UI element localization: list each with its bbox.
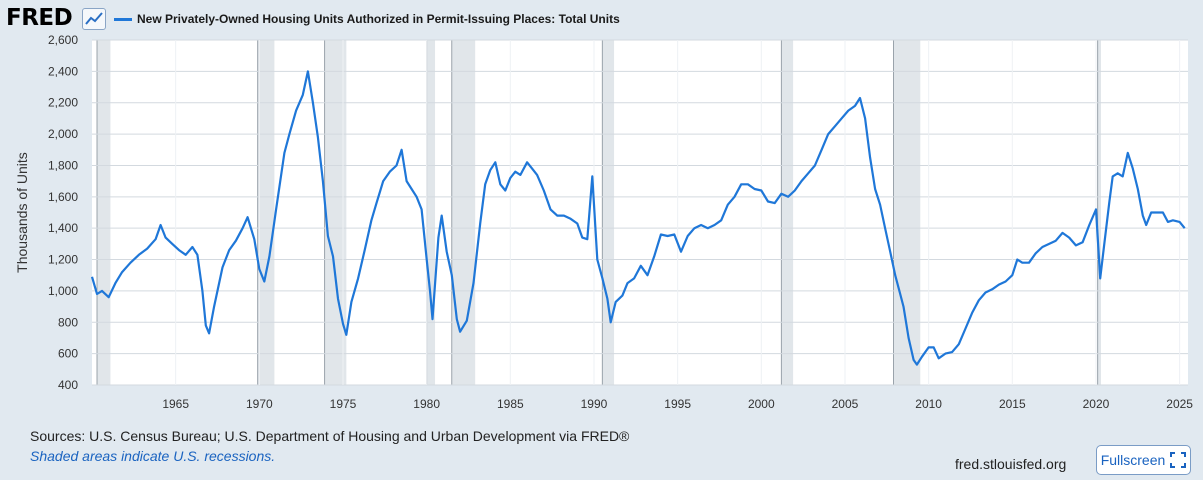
legend-line-swatch [114, 17, 132, 21]
y-tick-label: 800 [58, 315, 78, 329]
y-tick-label: 600 [58, 347, 78, 361]
series-line [90, 70, 1186, 366]
recession-band [1097, 40, 1101, 385]
recession-band [97, 40, 111, 385]
recession-band [451, 40, 476, 385]
fullscreen-button[interactable]: Fullscreen [1096, 445, 1191, 475]
y-tick-label: 1,800 [48, 158, 78, 172]
x-tick-label: 2020 [1083, 397, 1110, 411]
y-tick-label: 1,200 [48, 253, 78, 267]
y-tick-label: 1,400 [48, 221, 78, 235]
x-tick-label: 1995 [664, 397, 691, 411]
recession-band [602, 40, 615, 385]
site-url[interactable]: fred.stlouisfed.org [955, 456, 1067, 472]
fullscreen-icon [1170, 452, 1187, 468]
x-tick-label: 2005 [832, 397, 859, 411]
chart-legend: New Privately-Owned Housing Units Author… [114, 12, 620, 26]
y-tick-label: 2,000 [48, 127, 78, 141]
plot-area [92, 40, 1188, 385]
y-tick-label: 2,600 [48, 33, 78, 47]
x-tick-label: 1990 [581, 397, 608, 411]
fred-graph-logo-icon [82, 8, 106, 30]
x-tick-label: 2010 [915, 397, 942, 411]
chart-header: FRED New Privately-Owned Housing Units A… [0, 0, 1203, 38]
x-tick-label: 1975 [330, 397, 357, 411]
legend-label: New Privately-Owned Housing Units Author… [137, 12, 620, 26]
x-tick-label: 2025 [1166, 397, 1193, 411]
y-tick-label: 400 [58, 378, 78, 392]
line-chart: 400 600 800 1,000 1,200 1,400 1,600 1,800 2,000 2… [14, 33, 1193, 411]
y-tick-label: 1,000 [48, 284, 78, 298]
x-tick-label: 2000 [748, 397, 775, 411]
fred-logo[interactable]: FRED [6, 5, 73, 31]
x-tick-label: 1980 [413, 397, 440, 411]
recession-band [426, 40, 436, 385]
y-tick-label: 2,200 [48, 96, 78, 110]
recession-band [781, 40, 794, 385]
y-axis-label: Thousands of Units [14, 152, 30, 273]
recession-note: Shaded areas indicate U.S. recessions. [30, 448, 276, 464]
y-tick-label: 1,600 [48, 190, 78, 204]
recession-band [257, 40, 275, 385]
x-tick-label: 1970 [246, 397, 273, 411]
y-tick-label: 2,400 [48, 64, 78, 78]
recession-band [324, 40, 347, 385]
x-tick-label: 2015 [999, 397, 1026, 411]
sources-text: Sources: U.S. Census Bureau; U.S. Depart… [30, 428, 630, 444]
fullscreen-label: Fullscreen [1100, 452, 1166, 468]
x-tick-label: 1985 [497, 397, 524, 411]
x-tick-label: 1965 [162, 397, 189, 411]
